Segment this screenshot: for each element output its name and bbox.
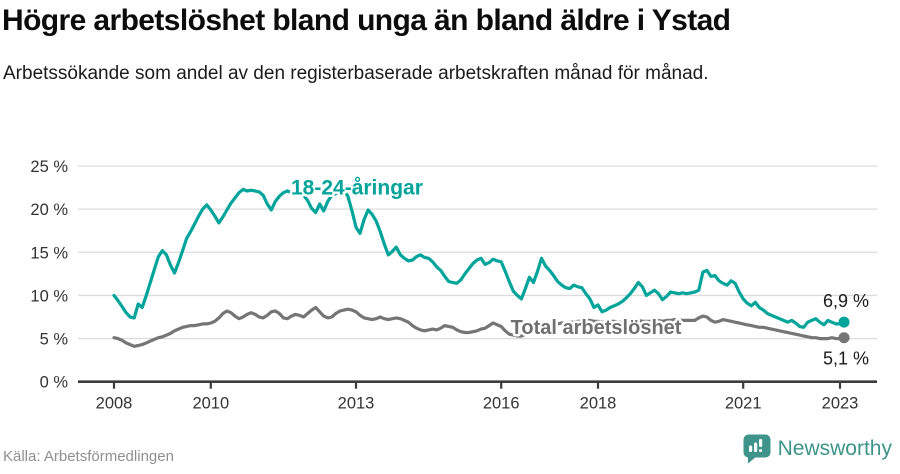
x-tick-label: 2008 <box>96 395 133 413</box>
end-value-label-youth: 6,9 % <box>823 291 869 311</box>
y-tick-label: 0 % <box>40 374 69 392</box>
newsworthy-logo-icon <box>743 434 771 464</box>
series-label-total: Total arbetslöshet <box>511 317 682 339</box>
x-tick-label: 2016 <box>483 395 520 413</box>
y-tick-label: 20 % <box>30 201 68 219</box>
series-line-total <box>112 305 846 348</box>
y-tick-label: 5 % <box>40 331 69 349</box>
end-dot-total <box>838 332 850 344</box>
source-note: Källa: Arbetsförmedlingen <box>3 448 174 465</box>
y-tick-label: 15 % <box>30 244 68 262</box>
chart-subtitle: Arbetssökande som andel av den registerb… <box>3 63 709 84</box>
chart-title: Högre arbetslöshet bland unga än bland ä… <box>2 4 731 37</box>
newsworthy-brand: Newsworthy <box>743 434 892 464</box>
y-tick-label: 25 % <box>30 158 68 176</box>
y-tick-label: 10 % <box>30 287 68 305</box>
newsworthy-wordmark: Newsworthy <box>777 437 892 460</box>
x-tick-label: 2021 <box>725 395 762 413</box>
x-tick-label: 2013 <box>338 395 375 413</box>
series-label-youth: 18-24-åringar <box>291 176 423 199</box>
end-dot-youth <box>838 316 850 328</box>
end-value-label-total: 5,1 % <box>823 349 869 369</box>
series-line-youth <box>112 187 846 329</box>
x-tick-label: 2010 <box>192 395 229 413</box>
x-tick-label: 2018 <box>580 395 617 413</box>
x-tick-label: 2023 <box>822 395 859 413</box>
